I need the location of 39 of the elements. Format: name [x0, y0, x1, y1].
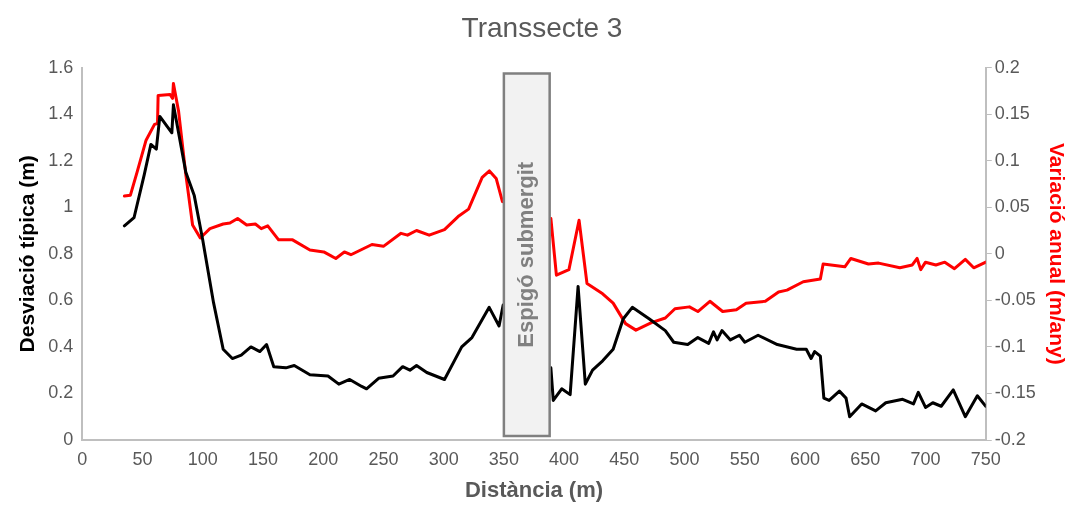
- y2-tick-label: -0.05: [994, 289, 1036, 310]
- x-tick-label: 600: [790, 448, 821, 469]
- band-label: Espigó submergit: [512, 161, 538, 348]
- x-tick-label: 250: [368, 448, 399, 469]
- x-axis-title: Distància (m): [464, 476, 604, 502]
- y-tick-label: 0: [63, 428, 74, 449]
- y2-tick-label: -0.1: [994, 335, 1026, 356]
- x-tick-label: 0: [77, 448, 88, 469]
- y-tick-label: 1: [63, 196, 74, 217]
- y2-tick-label: 0.05: [994, 196, 1030, 217]
- x-tick-label: 400: [549, 448, 580, 469]
- y-axis-title: Desviació típica (m): [15, 155, 39, 353]
- y2-tick-label: -0.2: [994, 428, 1026, 449]
- x-tick-label: 650: [850, 448, 881, 469]
- y2-tick-label: 0.1: [994, 149, 1020, 170]
- x-tick-label: 750: [970, 448, 1001, 469]
- x-tick-label: 500: [669, 448, 700, 469]
- x-tick-label: 100: [187, 448, 218, 469]
- y-tick-label: 0.8: [48, 242, 74, 263]
- y-tick-label: 0.6: [48, 289, 74, 310]
- x-tick-label: 550: [729, 448, 760, 469]
- x-tick-label: 200: [308, 448, 339, 469]
- x-tick-label: 50: [132, 448, 153, 469]
- x-tick-label: 700: [910, 448, 941, 469]
- y-tick-label: 1.4: [48, 103, 74, 124]
- x-tick-label: 300: [428, 448, 459, 469]
- y-tick-label: 1.6: [48, 56, 74, 77]
- y-tick-label: 1.2: [48, 149, 74, 170]
- x-tick-label: 450: [609, 448, 640, 469]
- y2-tick-label: -0.15: [994, 382, 1036, 403]
- y2-tick-label: 0: [994, 242, 1005, 263]
- y2-tick-label: 0.15: [994, 103, 1030, 124]
- x-tick-label: 350: [488, 448, 519, 469]
- y-tick-label: 0.2: [48, 382, 74, 403]
- x-tick-label: 150: [247, 448, 278, 469]
- chart-title: Transsecte 3: [461, 11, 623, 43]
- y-tick-label: 0.4: [48, 335, 74, 356]
- y2-tick-label: 0.2: [994, 56, 1020, 77]
- y2-axis-title: Variació anual (m/any): [1045, 142, 1069, 365]
